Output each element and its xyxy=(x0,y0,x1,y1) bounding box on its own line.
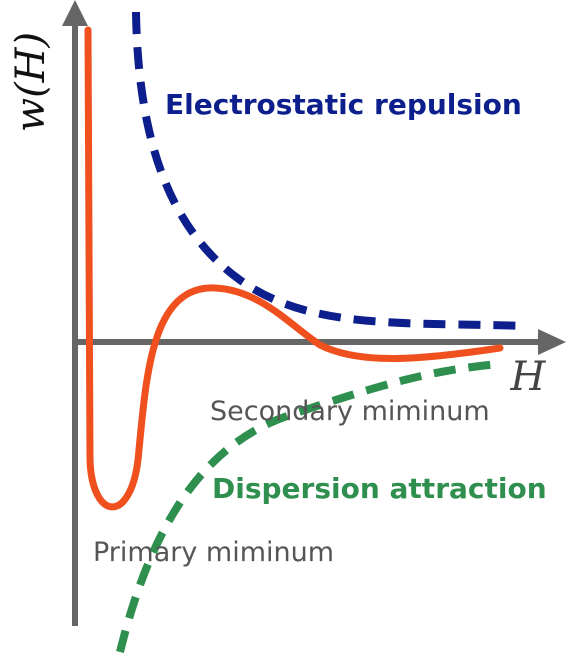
x-axis-arrow-icon xyxy=(538,329,566,355)
repulsion-curve xyxy=(132,11,529,330)
primary-minimum-label: Primary miminum xyxy=(93,537,334,568)
x-axis-label: H xyxy=(510,354,547,400)
y-axis-arrow-icon xyxy=(62,0,88,26)
y-axis-label: w(H) xyxy=(8,32,54,132)
repulsion-label: Electrostatic repulsion xyxy=(165,88,522,121)
attraction-curve xyxy=(116,360,501,653)
total-potential-curve xyxy=(84,26,504,511)
attraction-label: Dispersion attraction xyxy=(212,472,547,505)
secondary-minimum-label: Secondary miminum xyxy=(210,396,490,427)
